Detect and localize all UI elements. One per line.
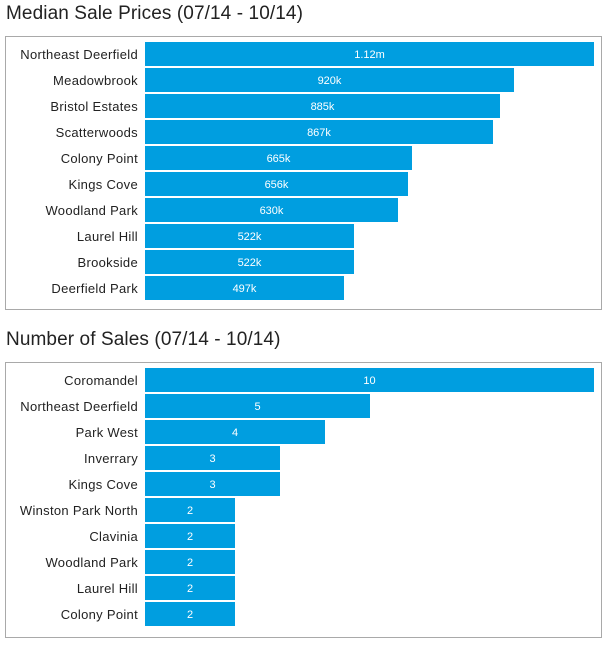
median-price-bar-brookside <box>145 250 354 274</box>
sales-count-value-label-park-west: 4 <box>232 427 238 439</box>
sales-count-bar-clavinia <box>145 524 235 548</box>
number-of-sales-chart-panel: Coromandel 10 Northeast Deerfield 5 Park Wes… <box>5 362 602 638</box>
median-price-bar-woodland-park <box>145 198 398 222</box>
sales-count-category-label-park-west: Park West <box>76 425 139 440</box>
sales-count-value-label-winston-park-north: 2 <box>187 505 193 517</box>
median-price-value-label-laurel-hill: 522k <box>238 231 262 243</box>
median-price-bar-laurel-hill <box>145 224 354 248</box>
median-price-value-label-scatterwoods: 867k <box>307 127 331 139</box>
median-price-category-label-brookside: Brookside <box>77 255 138 270</box>
median-price-bar-kings-cove <box>145 172 408 196</box>
median-price-bar-scatterwoods <box>145 120 493 144</box>
median-sale-prices-title: Median Sale Prices (07/14 - 10/14) <box>6 3 303 24</box>
sales-count-bar-laurel-hill <box>145 576 235 600</box>
median-price-category-label-deerfield-park: Deerfield Park <box>51 281 138 296</box>
median-price-value-label-kings-cove: 656k <box>265 179 289 191</box>
median-price-category-label-colony-point: Colony Point <box>61 151 138 166</box>
sales-count-category-label-kings-cove: Kings Cove <box>69 477 138 492</box>
sales-count-bar-coromandel <box>145 368 594 392</box>
median-price-bar-colony-point <box>145 146 412 170</box>
sales-count-value-label-woodland-park: 2 <box>187 557 193 569</box>
sales-count-value-label-northeast-deerfield: 5 <box>254 401 260 413</box>
sales-count-bar-inverrary <box>145 446 280 470</box>
median-price-bar-northeast-deerfield <box>145 42 594 66</box>
sales-count-category-label-colony-point: Colony Point <box>61 607 138 622</box>
sales-count-category-label-coromandel: Coromandel <box>64 373 138 388</box>
median-price-category-label-kings-cove: Kings Cove <box>69 177 138 192</box>
median-price-bar-meadowbrook <box>145 68 514 92</box>
sales-count-bar-woodland-park <box>145 550 235 574</box>
median-price-value-label-woodland-park: 630k <box>260 205 284 217</box>
median-price-category-label-meadowbrook: Meadowbrook <box>53 73 138 88</box>
median-price-bar-bristol-estates <box>145 94 500 118</box>
median-price-category-label-northeast-deerfield: Northeast Deerfield <box>20 47 138 62</box>
sales-count-bar-winston-park-north <box>145 498 235 522</box>
sales-count-category-label-inverrary: Inverrary <box>84 451 138 466</box>
median-price-value-label-brookside: 522k <box>238 257 262 269</box>
median-price-value-label-colony-point: 665k <box>267 153 291 165</box>
sales-count-value-label-kings-cove: 3 <box>209 479 215 491</box>
median-price-category-label-laurel-hill: Laurel Hill <box>77 229 138 244</box>
median-price-category-label-scatterwoods: Scatterwoods <box>56 125 139 140</box>
sales-count-category-label-laurel-hill: Laurel Hill <box>77 581 138 596</box>
median-price-bar-deerfield-park <box>145 276 344 300</box>
sales-count-bar-park-west <box>145 420 325 444</box>
sales-count-category-label-northeast-deerfield: Northeast Deerfield <box>20 399 138 414</box>
sales-count-category-label-clavinia: Clavinia <box>89 529 138 544</box>
sales-count-bar-kings-cove <box>145 472 280 496</box>
median-price-category-label-woodland-park: Woodland Park <box>45 203 138 218</box>
sales-count-value-label-inverrary: 3 <box>209 453 215 465</box>
sales-count-category-label-winston-park-north: Winston Park North <box>20 503 138 518</box>
sales-count-value-label-colony-point: 2 <box>187 609 193 621</box>
median-price-value-label-northeast-deerfield: 1.12m <box>354 49 385 61</box>
sales-count-value-label-laurel-hill: 2 <box>187 583 193 595</box>
number-of-sales-chart: Coromandel 10 Northeast Deerfield 5 Park Wes… <box>20 368 594 626</box>
number-of-sales-title: Number of Sales (07/14 - 10/14) <box>6 329 281 350</box>
sales-count-value-label-clavinia: 2 <box>187 531 193 543</box>
sales-count-category-label-woodland-park: Woodland Park <box>45 555 138 570</box>
sales-count-bar-northeast-deerfield <box>145 394 370 418</box>
median-sale-prices-chart-panel: Northeast Deerfield 1.12m Meadowbrook 920k B… <box>5 36 602 310</box>
median-sale-prices-chart: Northeast Deerfield 1.12m Meadowbrook 920k B… <box>20 42 594 300</box>
median-price-value-label-deerfield-park: 497k <box>233 283 257 295</box>
sales-count-value-label-coromandel: 10 <box>363 375 375 387</box>
median-price-value-label-bristol-estates: 885k <box>311 101 335 113</box>
median-price-category-label-bristol-estates: Bristol Estates <box>50 99 138 114</box>
sales-count-bar-colony-point <box>145 602 235 626</box>
median-price-value-label-meadowbrook: 920k <box>318 75 342 87</box>
